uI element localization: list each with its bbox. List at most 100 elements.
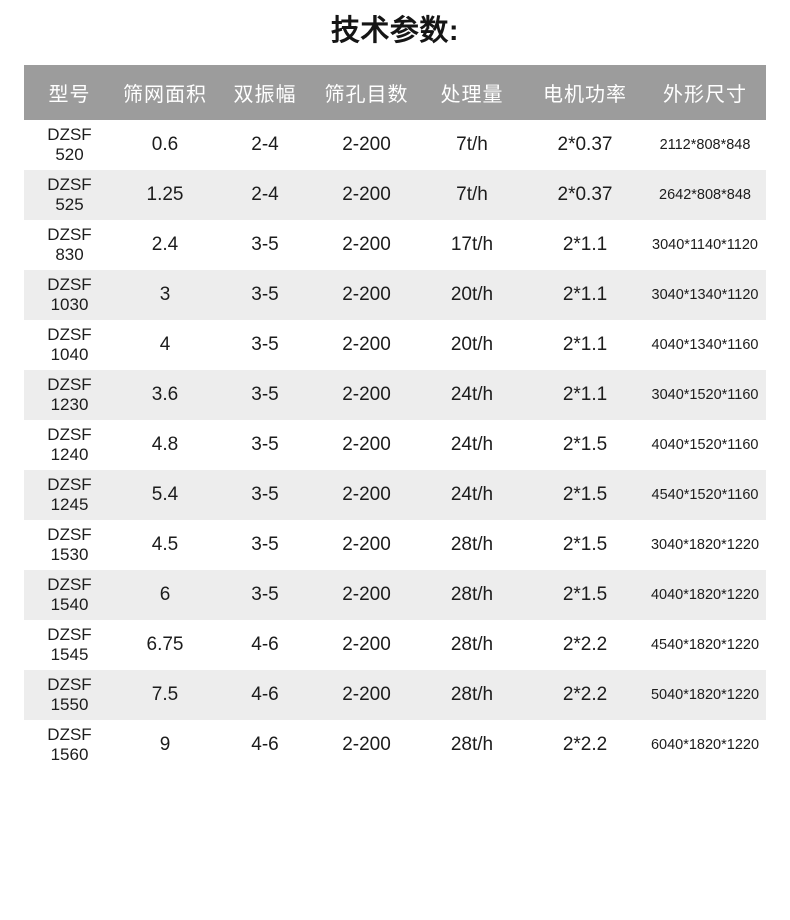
cell-screen-area: 3 xyxy=(159,284,171,305)
cell-dimensions: 4540*1820*1220 xyxy=(650,637,760,653)
cell-amplitude: 3-5 xyxy=(251,434,279,455)
column-header-dimensions: 外形尺寸 xyxy=(644,65,766,120)
cell-dimensions: 3040*1340*1120 xyxy=(651,287,759,303)
cell-screen-area: 0.6 xyxy=(151,134,179,155)
cell-motor-power: 2*1.5 xyxy=(562,534,608,555)
cell-model: DZSF 1530 xyxy=(47,525,92,564)
cell-dimensions: 4040*1340*1160 xyxy=(651,337,759,353)
cell-amplitude: 4-6 xyxy=(251,634,279,655)
cell-motor-power: 2*2.2 xyxy=(562,684,608,705)
cell-mesh-count: 2-200 xyxy=(342,734,391,755)
cell-mesh-count: 2-200 xyxy=(342,434,391,455)
cell-motor-power: 2*1.5 xyxy=(562,584,608,605)
table-row: DZSF 1040 4 3-5 2-200 20t/h 2*1.1 4040*1340*11… xyxy=(24,320,766,370)
column-header-amplitude: 双振幅 xyxy=(215,65,315,120)
cell-model: DZSF 830 xyxy=(47,225,92,264)
cell-model: DZSF 1245 xyxy=(47,475,92,514)
cell-motor-power: 2*0.37 xyxy=(557,184,613,205)
table-row: DZSF 1030 3 3-5 2-200 20t/h 2*1.1 3040*1340*11… xyxy=(24,270,766,320)
cell-amplitude: 3-5 xyxy=(251,384,279,405)
cell-capacity: 20t/h xyxy=(450,284,494,305)
cell-amplitude: 3-5 xyxy=(251,284,279,305)
cell-capacity: 28t/h xyxy=(450,584,494,605)
cell-screen-area: 6 xyxy=(159,584,171,605)
cell-capacity: 24t/h xyxy=(450,384,494,405)
table-row: DZSF 1545 6.75 4-6 2-200 28t/h 2*2.2 4540*1820… xyxy=(24,620,766,670)
cell-amplitude: 3-5 xyxy=(251,484,279,505)
cell-motor-power: 2*1.1 xyxy=(562,384,608,405)
cell-model: DZSF 1230 xyxy=(47,375,92,414)
cell-motor-power: 2*0.37 xyxy=(557,134,613,155)
cell-capacity: 24t/h xyxy=(450,434,494,455)
cell-dimensions: 5040*1820*1220 xyxy=(650,687,760,703)
cell-amplitude: 4-6 xyxy=(251,684,279,705)
cell-model: DZSF 1240 xyxy=(47,425,92,464)
cell-mesh-count: 2-200 xyxy=(342,484,391,505)
table-row: DZSF 1245 5.4 3-5 2-200 24t/h 2*1.5 4540*1520*… xyxy=(24,470,766,520)
cell-screen-area: 2.4 xyxy=(151,234,179,255)
table-row: DZSF 830 2.4 3-5 2-200 17t/h 2*1.1 3040*1140*1… xyxy=(24,220,766,270)
cell-mesh-count: 2-200 xyxy=(342,184,391,205)
specs-table: 型号 筛网面积 双振幅 筛孔目数 处理量 电机功率 外形尺寸 DZSF 520 0… xyxy=(24,65,766,770)
cell-capacity: 7t/h xyxy=(456,134,488,155)
cell-mesh-count: 2-200 xyxy=(342,134,391,155)
cell-model: DZSF 520 xyxy=(47,125,92,164)
cell-mesh-count: 2-200 xyxy=(342,684,391,705)
cell-dimensions: 2642*808*848 xyxy=(659,187,751,203)
cell-dimensions: 3040*1820*1220 xyxy=(650,537,760,553)
table-row: DZSF 525 1.25 2-4 2-200 7t/h 2*0.37 2642*808*8… xyxy=(24,170,766,220)
cell-screen-area: 5.4 xyxy=(151,484,179,505)
cell-dimensions: 4540*1520*1160 xyxy=(651,487,759,503)
cell-amplitude: 4-6 xyxy=(251,734,279,755)
cell-amplitude: 3-5 xyxy=(251,234,279,255)
cell-capacity: 28t/h xyxy=(450,534,494,555)
column-header-motor-power: 电机功率 xyxy=(526,65,644,120)
table-row: DZSF 1560 9 4-6 2-200 28t/h 2*2.2 6040*1820*12… xyxy=(24,720,766,770)
cell-amplitude: 3-5 xyxy=(251,584,279,605)
cell-mesh-count: 2-200 xyxy=(342,634,391,655)
column-header-capacity: 处理量 xyxy=(418,65,526,120)
cell-dimensions: 2112*808*848 xyxy=(659,137,751,153)
cell-mesh-count: 2-200 xyxy=(342,334,391,355)
cell-screen-area: 1.25 xyxy=(146,184,184,205)
cell-motor-power: 2*1.1 xyxy=(562,334,608,355)
cell-capacity: 28t/h xyxy=(450,634,494,655)
cell-capacity: 20t/h xyxy=(450,334,494,355)
specs-table-body: DZSF 520 0.6 2-4 2-200 7t/h 2*0.37 2112*808*84… xyxy=(24,120,766,770)
cell-dimensions: 4040*1520*1160 xyxy=(651,437,759,453)
header-row: 型号 筛网面积 双振幅 筛孔目数 处理量 电机功率 外形尺寸 xyxy=(24,65,766,120)
cell-screen-area: 4 xyxy=(159,334,171,355)
cell-motor-power: 2*1.1 xyxy=(562,284,608,305)
cell-model: DZSF 1560 xyxy=(47,725,92,764)
cell-motor-power: 2*2.2 xyxy=(562,634,608,655)
cell-mesh-count: 2-200 xyxy=(342,534,391,555)
column-header-screen-area: 筛网面积 xyxy=(115,65,215,120)
cell-screen-area: 4.8 xyxy=(151,434,179,455)
cell-model: DZSF 1550 xyxy=(47,675,92,714)
table-row: DZSF 520 0.6 2-4 2-200 7t/h 2*0.37 2112*808*84… xyxy=(24,120,766,170)
cell-model: DZSF 1540 xyxy=(47,575,92,614)
cell-mesh-count: 2-200 xyxy=(342,234,391,255)
cell-motor-power: 2*1.1 xyxy=(562,234,608,255)
table-row: DZSF 1540 6 3-5 2-200 28t/h 2*1.5 4040*1820*12… xyxy=(24,570,766,620)
cell-model: DZSF 1040 xyxy=(47,325,92,364)
specs-table-header: 型号 筛网面积 双振幅 筛孔目数 处理量 电机功率 外形尺寸 xyxy=(24,65,766,120)
cell-screen-area: 9 xyxy=(159,734,171,755)
cell-amplitude: 3-5 xyxy=(251,534,279,555)
cell-capacity: 7t/h xyxy=(456,184,488,205)
cell-dimensions: 3040*1140*1120 xyxy=(652,237,758,253)
cell-capacity: 28t/h xyxy=(450,734,494,755)
cell-mesh-count: 2-200 xyxy=(342,584,391,605)
cell-motor-power: 2*1.5 xyxy=(562,484,608,505)
page-title: 技术参数: xyxy=(330,15,460,47)
table-row: DZSF 1550 7.5 4-6 2-200 28t/h 2*2.2 5040*1820*… xyxy=(24,670,766,720)
cell-screen-area: 3.6 xyxy=(151,384,179,405)
cell-dimensions: 6040*1820*1220 xyxy=(650,737,760,753)
cell-model: DZSF 1030 xyxy=(47,275,92,314)
column-header-model: 型号 xyxy=(24,65,115,120)
cell-screen-area: 6.75 xyxy=(146,634,184,655)
cell-motor-power: 2*1.5 xyxy=(562,434,608,455)
cell-amplitude: 3-5 xyxy=(251,334,279,355)
cell-dimensions: 3040*1520*1160 xyxy=(651,387,759,403)
cell-amplitude: 2-4 xyxy=(251,134,279,155)
